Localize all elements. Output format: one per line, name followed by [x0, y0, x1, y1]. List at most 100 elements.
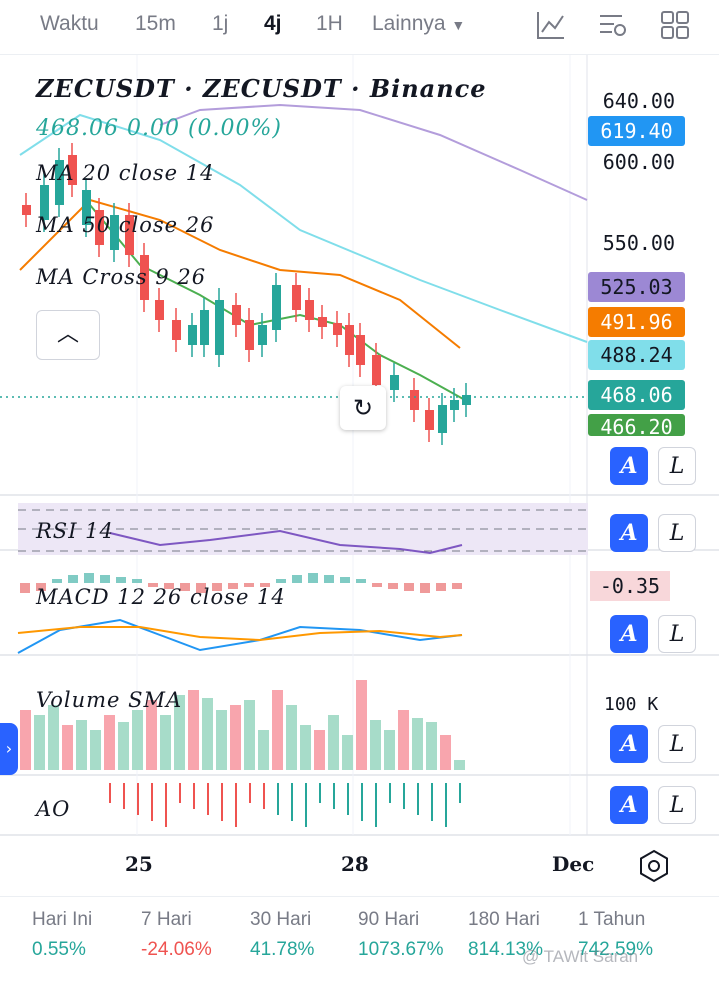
candle-body [140, 255, 149, 300]
volume-bar [244, 700, 255, 770]
chart-settings-gear-icon[interactable] [636, 848, 672, 884]
volume-auto-scale-button[interactable]: A [610, 725, 648, 763]
volume-bar [286, 705, 297, 770]
volume-axis-label: 100 K [604, 694, 659, 712]
volume-bar [412, 718, 423, 770]
macd-histogram-bar [164, 583, 174, 589]
rsi-label[interactable]: RSI 14 [36, 519, 114, 543]
price-tag-ma-slow: 619.40 [588, 116, 685, 146]
macd-histogram-bar [292, 575, 302, 583]
candle-body [333, 323, 342, 335]
macd-auto-scale-button[interactable]: A [610, 615, 648, 653]
candle-body [372, 355, 381, 385]
timeframe-1h[interactable]: 1j [212, 12, 229, 35]
reset-chart-button[interactable]: ↻ [340, 386, 386, 430]
chart-settings-icon[interactable] [596, 8, 630, 42]
volume-log-scale-button[interactable]: L [658, 725, 696, 763]
macd-signal-line [17, 626, 463, 642]
chevron-up-icon: ︿ [56, 322, 79, 347]
volume-bar [454, 760, 465, 770]
volume-bar [300, 725, 311, 770]
x-axis-label: Dec [552, 852, 595, 876]
price-axis-label: 600.00 [602, 150, 675, 174]
perf-1y[interactable]: 1 Tahun 742.59% [578, 909, 653, 961]
macd-histogram-bar [68, 575, 78, 583]
layout-grid-icon[interactable] [658, 8, 692, 42]
perf-label: 1 Tahun [578, 909, 646, 930]
timeframe-4h[interactable]: 4j [264, 12, 282, 35]
macd-histogram-bar [116, 577, 126, 583]
volume-bar [62, 725, 73, 770]
candle-body [305, 300, 314, 320]
volume-label[interactable]: Volume SMA [36, 688, 183, 712]
perf-180d[interactable]: 180 Hari 814.13% [468, 909, 543, 961]
volume-bar [216, 710, 227, 770]
macd-histogram-bar [452, 583, 462, 589]
legend-ma50[interactable]: MA 50 close 26 [36, 213, 215, 237]
volume-bar [146, 700, 157, 770]
macd-label[interactable]: MACD 12 26 close 14 [36, 585, 286, 609]
candle-body [155, 300, 164, 320]
price-chart[interactable] [0, 55, 719, 895]
candle-body [356, 335, 365, 365]
volume-bar [398, 710, 409, 770]
candle-body [232, 305, 241, 325]
rsi-log-scale-button[interactable]: L [658, 514, 696, 552]
candle-body [22, 205, 31, 215]
macd-value-tag: -0.35 [590, 571, 670, 601]
candle-body [450, 400, 459, 410]
watermark: @ TAWit Saran [522, 947, 639, 966]
legend-ma20[interactable]: MA 20 close 14 [36, 161, 215, 185]
macd-histogram-bar [356, 579, 366, 583]
timeframe-15m[interactable]: 15m [135, 12, 176, 35]
perf-value: -24.06% [141, 939, 212, 960]
perf-label: 7 Hari [141, 909, 192, 930]
price-axis-label: 550.00 [602, 231, 675, 255]
perf-value: 1073.67% [358, 939, 444, 960]
price-tag-ma20: 466.20 [588, 414, 685, 436]
indicator-icon[interactable] [534, 8, 568, 42]
macd-histogram-bar [132, 579, 142, 583]
price-tag-ma-fast: 488.24 [588, 340, 685, 370]
candle-body [345, 325, 354, 355]
macd-histogram-bar [36, 583, 46, 591]
ao-label[interactable]: AO [36, 797, 71, 821]
macd-log-scale-button[interactable]: L [658, 615, 696, 653]
performance-strip: Hari Ini 0.55% 7 Hari -24.06% 30 Hari 41… [0, 896, 719, 983]
volume-bar [342, 735, 353, 770]
perf-value: 41.78% [250, 939, 315, 960]
price-tag-ma-cross: 525.03 [588, 272, 685, 302]
timeframe-time[interactable]: Waktu [40, 12, 99, 35]
perf-today[interactable]: Hari Ini 0.55% [32, 909, 92, 961]
rsi-auto-scale-button[interactable]: A [610, 514, 648, 552]
legend-ma-cross[interactable]: MA Cross 9 26 [36, 265, 207, 289]
macd-histogram-bar [148, 583, 158, 587]
timeframe-more[interactable]: Lainnya ▼ [372, 12, 465, 36]
collapse-legend-button[interactable]: ︿ [36, 310, 100, 360]
volume-bar [20, 710, 31, 770]
macd-histogram-bar [20, 583, 30, 593]
perf-30d[interactable]: 30 Hari 41.78% [250, 909, 314, 961]
candle-body [462, 395, 471, 405]
macd-histogram-bar [260, 583, 270, 587]
ao-log-scale-button[interactable]: L [658, 786, 696, 824]
macd-histogram-bar [372, 583, 382, 587]
macd-histogram-bar [340, 577, 350, 583]
candle-body [68, 155, 77, 185]
candle-body [258, 325, 267, 345]
perf-7d[interactable]: 7 Hari -24.06% [141, 909, 212, 961]
rsi-line [109, 529, 463, 555]
macd-histogram-bar [324, 575, 334, 583]
pane-auto-scale-button[interactable]: A [610, 447, 648, 485]
timeframe-1d[interactable]: 1H [316, 12, 343, 35]
ao-auto-scale-button[interactable]: A [610, 786, 648, 824]
pane-log-scale-button[interactable]: L [658, 447, 696, 485]
perf-90d[interactable]: 90 Hari 1073.67% [358, 909, 444, 961]
expand-sidebar-tab[interactable]: › [0, 723, 18, 775]
macd-histogram-bar [404, 583, 414, 591]
candle-body [292, 285, 301, 310]
candle-body [272, 285, 281, 330]
price-axis-label: 640.00 [602, 89, 675, 113]
candle-body [438, 405, 447, 433]
price-tag-last: 468.06 [588, 380, 685, 410]
